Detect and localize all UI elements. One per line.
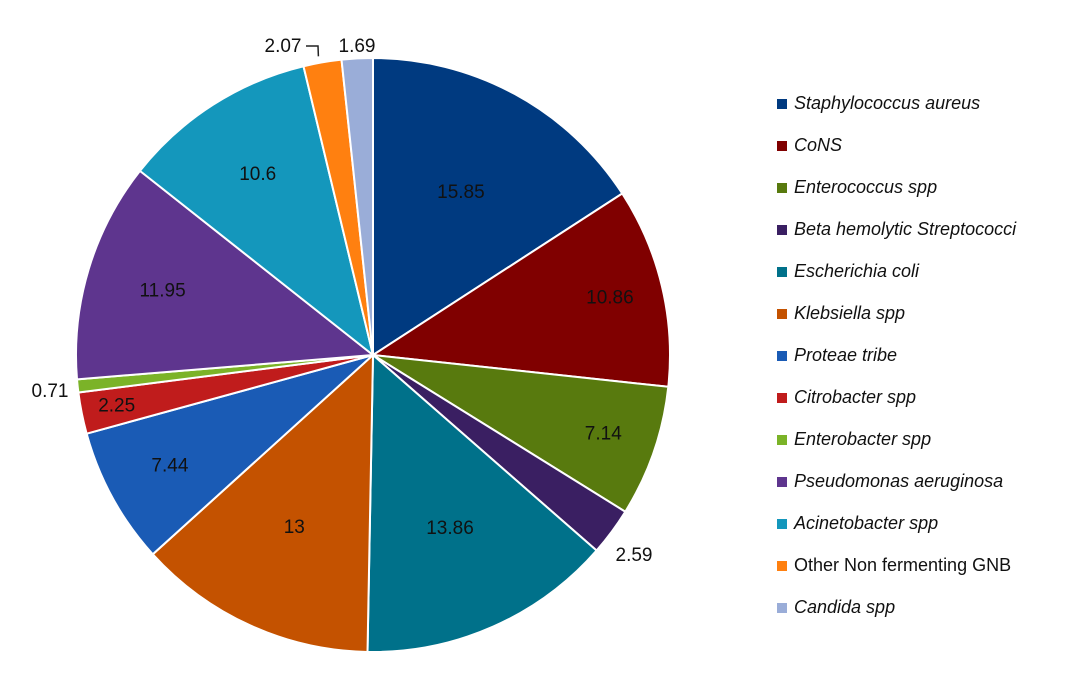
legend-swatch-0 xyxy=(777,99,787,109)
legend-swatch-1 xyxy=(777,141,787,151)
legend: Staphylococcus aureus CoNS Enterococcus sp… xyxy=(777,93,1017,617)
legend-label-10: Acinetobacter spp xyxy=(793,513,938,533)
pie-slice-6 xyxy=(85,354,374,556)
data-label-11: 2.07 xyxy=(265,36,302,57)
data-label-8: 0.71 xyxy=(32,381,69,402)
data-label-6: 7.44 xyxy=(151,455,188,476)
pie-slice-2 xyxy=(372,354,670,514)
legend-swatch-12 xyxy=(777,603,787,613)
legend-label-0: Staphylococcus aureus xyxy=(794,93,980,113)
legend-swatch-9 xyxy=(777,477,787,487)
pie-slice-1 xyxy=(370,192,671,388)
legend-label-5: Klebsiella spp xyxy=(794,303,905,323)
legend-label-12: Candida spp xyxy=(794,597,895,617)
pie-slice-4 xyxy=(366,352,598,653)
legend-swatch-6 xyxy=(777,351,787,361)
data-label-9: 11.95 xyxy=(140,281,186,302)
leader-lines xyxy=(306,45,320,57)
pie-slice-5 xyxy=(151,352,375,653)
legend-swatch-11 xyxy=(777,561,787,571)
data-label-0: 15.85 xyxy=(437,182,485,203)
data-label-3: 2.59 xyxy=(616,545,653,566)
legend-swatch-2 xyxy=(777,183,787,193)
legend-swatch-5 xyxy=(777,309,787,319)
legend-swatch-4 xyxy=(777,267,787,277)
data-label-10: 10.6 xyxy=(239,164,276,185)
leader-line-11 xyxy=(306,45,320,57)
data-label-7: 2.25 xyxy=(98,395,135,416)
pie-slice-9 xyxy=(75,169,376,381)
legend-swatch-8 xyxy=(777,435,787,445)
data-label-4: 13.86 xyxy=(426,518,474,539)
data-label-12: 1.69 xyxy=(339,36,376,57)
legend-label-4: Escherichia coli xyxy=(794,261,920,281)
pie-slice-0 xyxy=(372,56,624,357)
pie-slices xyxy=(75,56,671,653)
legend-label-9: Pseudomonas aeruginosa xyxy=(794,471,1003,491)
legend-label-8: Enterobacter spp xyxy=(794,429,931,449)
legend-swatch-10 xyxy=(777,519,787,529)
pie-slice-12 xyxy=(340,56,374,356)
data-label-1: 10.86 xyxy=(586,288,634,309)
data-label-2: 7.14 xyxy=(585,423,622,444)
legend-swatch-7 xyxy=(777,393,787,403)
legend-swatch-3 xyxy=(777,225,787,235)
legend-label-7: Citrobacter spp xyxy=(794,387,916,407)
data-labels: 15.85 10.86 7.14 2.59 13.86 13 7.44 2.25 0.71 11.… xyxy=(32,36,653,566)
data-label-5: 13 xyxy=(284,517,305,538)
legend-label-11: Other Non fermenting GNB xyxy=(794,555,1011,575)
legend-label-2: Enterococcus spp xyxy=(794,177,937,197)
pie-slice-10 xyxy=(138,65,375,358)
legend-label-6: Proteae tribe xyxy=(794,345,897,365)
legend-label-3: Beta hemolytic Streptococci xyxy=(794,219,1017,239)
legend-label-1: CoNS xyxy=(794,135,842,155)
